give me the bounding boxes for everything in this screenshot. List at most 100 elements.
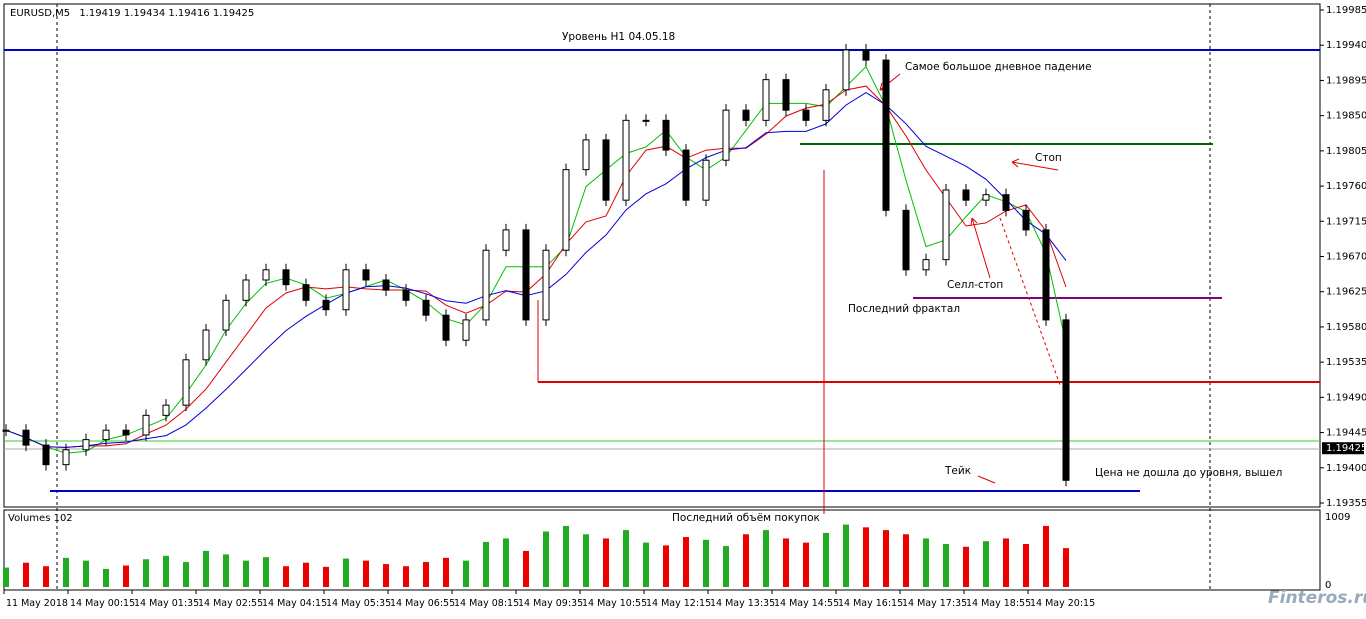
- candle-body: [462, 319, 470, 341]
- volume-bar: [703, 539, 709, 587]
- price-label: 1.19580: [1326, 322, 1366, 333]
- price-label: 1.19625: [1326, 287, 1366, 298]
- annotation: Селл-стоп: [947, 279, 1003, 291]
- volume-bar: [1023, 543, 1029, 587]
- candle-body: [502, 229, 510, 251]
- time-label: 14 May 06:55: [390, 598, 455, 609]
- time-label: 14 May 14:55: [774, 598, 839, 609]
- time-label: 14 May 01:35: [134, 598, 199, 609]
- volume-bar: [83, 560, 89, 587]
- candle-body: [942, 189, 950, 261]
- time-label: 14 May 12:15: [646, 598, 711, 609]
- volume-bar: [203, 550, 209, 587]
- volume-bar: [863, 527, 869, 587]
- candle-body: [262, 269, 270, 281]
- time-label: 14 May 20:15: [1030, 598, 1095, 609]
- volume-bar: [563, 525, 569, 587]
- volume-bar: [63, 557, 69, 587]
- volume-bar: [423, 562, 429, 587]
- annotation: Стоп: [1035, 152, 1062, 164]
- candle-body: [602, 139, 610, 201]
- price-label: 1.19940: [1326, 40, 1366, 51]
- watermark: Finteros.ru: [1268, 588, 1366, 608]
- volume-bar: [463, 560, 469, 587]
- volume-bar: [783, 538, 789, 587]
- candle-body: [162, 404, 170, 416]
- candle-body: [1002, 194, 1010, 211]
- volume-bar: [243, 560, 249, 587]
- candle-body: [242, 279, 250, 301]
- volume-bar: [283, 566, 289, 587]
- candle-body: [102, 429, 110, 441]
- price-label: 1.19490: [1326, 392, 1366, 403]
- volume-title: Volumes 102: [8, 513, 73, 524]
- current-price: 1.19425: [1326, 443, 1366, 454]
- price-label: 1.19985: [1326, 5, 1366, 16]
- volume-min: 0: [1325, 580, 1331, 591]
- candle-body: [142, 414, 150, 436]
- volume-bar: [403, 566, 409, 587]
- volume-bar: [643, 542, 649, 587]
- annotation: Самое большое дневное падение: [905, 61, 1092, 73]
- volume-bar: [743, 534, 749, 587]
- volume-bar: [503, 538, 509, 587]
- candle-body: [362, 269, 370, 281]
- price-label: 1.19715: [1326, 216, 1366, 227]
- price-label: 1.19400: [1326, 463, 1366, 474]
- price-label: 1.19355: [1326, 498, 1366, 509]
- price-label: 1.19535: [1326, 357, 1366, 368]
- volume-bar: [823, 532, 829, 587]
- candle-body: [282, 269, 290, 286]
- time-label: 14 May 02:55: [198, 598, 263, 609]
- volume-bar: [143, 559, 149, 587]
- candle-body: [422, 299, 430, 316]
- volume-bar: [603, 538, 609, 587]
- candle-body: [782, 79, 790, 111]
- volume-bar: [523, 550, 529, 587]
- volume-bar: [103, 568, 109, 587]
- volume-bar: [343, 558, 349, 587]
- candle-body: [1062, 319, 1070, 481]
- price-label: 1.19895: [1326, 75, 1366, 86]
- candle-body: [122, 429, 130, 436]
- time-label: 14 May 17:35: [902, 598, 967, 609]
- volume-bar: [923, 538, 929, 587]
- time-label: 11 May 2018: [6, 598, 68, 609]
- candle-body: [222, 299, 230, 331]
- candle-body: [182, 359, 190, 406]
- volume-bar: [803, 542, 809, 587]
- candle-body: [722, 109, 730, 161]
- candle-body: [682, 149, 690, 201]
- candle-body: [22, 429, 30, 446]
- volume-frame: [3, 509, 1321, 591]
- volume-bar: [263, 557, 269, 587]
- candle-body: [1022, 209, 1030, 231]
- price-frame: [3, 3, 1321, 508]
- time-label: 14 May 09:35: [518, 598, 583, 609]
- candle-body: [542, 249, 550, 321]
- volume-bar: [483, 541, 489, 587]
- price-label: 1.19445: [1326, 428, 1366, 439]
- time-label: 14 May 08:15: [454, 598, 519, 609]
- time-label: 14 May 00:15: [70, 598, 135, 609]
- annotation: Уровень H1 04.05.18: [562, 31, 675, 43]
- candle-body: [302, 284, 310, 301]
- volume-bar: [663, 545, 669, 587]
- price-label: 1.19760: [1326, 181, 1366, 192]
- volume-bar: [1063, 548, 1069, 587]
- candle-body: [642, 119, 650, 122]
- candle-body: [42, 444, 50, 466]
- volume-bar: [183, 562, 189, 587]
- candle-body: [562, 169, 570, 251]
- candle-body: [962, 189, 970, 201]
- volume-bar: [363, 560, 369, 587]
- candle-body: [522, 229, 530, 321]
- candle-body: [322, 299, 330, 311]
- volume-bar: [903, 534, 909, 587]
- volume-bar: [983, 541, 989, 587]
- time-label: 14 May 13:35: [710, 598, 775, 609]
- time-label: 14 May 10:55: [582, 598, 647, 609]
- volume-bar: [223, 554, 229, 587]
- volume-bar: [963, 546, 969, 587]
